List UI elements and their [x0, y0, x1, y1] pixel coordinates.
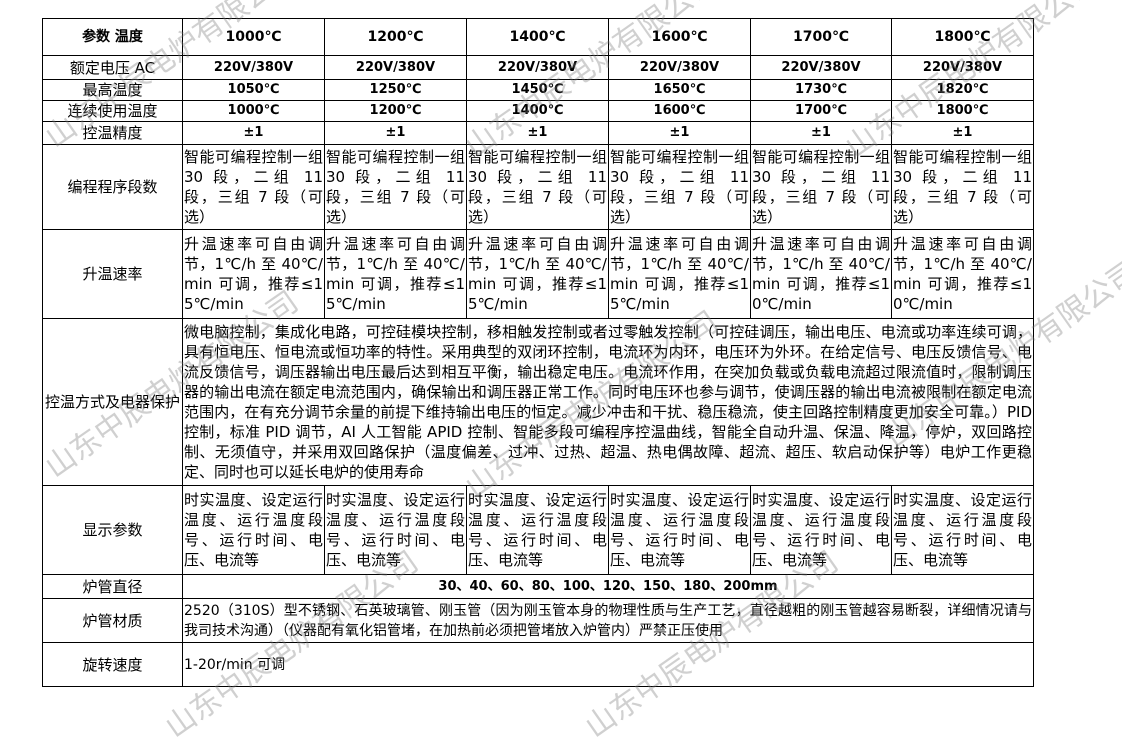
cell: 1650℃: [608, 79, 751, 101]
cell: 时实温度、设定运行温度、运行温度段号、运行时间、电压、电流等: [750, 485, 892, 575]
row-label: 控温精度: [42, 121, 183, 145]
max-temp-row: 最高温度 1050℃ 1250℃ 1450℃ 1650℃ 1730℃ 1820℃: [42, 79, 1034, 101]
cell: 220V/380V: [891, 55, 1034, 80]
cell: 1450℃: [466, 79, 609, 101]
cell: 220V/380V: [608, 55, 751, 80]
row-label: 升温速率: [42, 229, 183, 319]
cell: 智能可编程控制一组 30 段，二组 11 段，三组 7 段（可选）: [608, 144, 751, 230]
cell: 升温速率可自由调节，1℃/h 至 40℃/min 可调，推荐≤15℃/min: [608, 229, 751, 319]
row-label: 连续使用温度: [42, 100, 183, 122]
diameter-row: 炉管直径 30、40、60、80、100、120、150、180、200mm: [42, 574, 1034, 599]
cell: 时实温度、设定运行温度、运行温度段号、运行时间、电压、电流等: [182, 485, 325, 575]
cell: 时实温度、设定运行温度、运行温度段号、运行时间、电压、电流等: [608, 485, 751, 575]
cell: 微电脑控制，集成化电路，可控硅模块控制，移相触发控制或者过零触发控制（可控硅调压…: [182, 318, 1034, 486]
cell: 2520（310S）型不锈钢、石英玻璃管、刚玉管（因为刚玉管本身的物理性质与生产…: [182, 598, 1034, 643]
rotation-row: 旋转速度 1-20r/min 可调: [42, 642, 1034, 687]
temp-header: 1800℃: [891, 18, 1034, 56]
material-row: 炉管材质 2520（310S）型不锈钢、石英玻璃管、刚玉管（因为刚玉管本身的物理…: [42, 598, 1034, 643]
display-row: 显示参数 时实温度、设定运行温度、运行温度段号、运行时间、电压、电流等 时实温度…: [42, 485, 1034, 575]
cell: 升温速率可自由调节，1℃/h 至 40℃/min 可调，推荐≤15℃/min: [466, 229, 609, 319]
cell: 智能可编程控制一组 30 段，二组 11 段，三组 7 段（可选）: [750, 144, 892, 230]
temp-header: 1000℃: [182, 18, 325, 56]
cell: 1820℃: [891, 79, 1034, 101]
row-label: 控温方式及电器保护: [42, 318, 183, 486]
cell: 升温速率可自由调节，1℃/h 至 40℃/min 可调，推荐≤10℃/min: [891, 229, 1034, 319]
spec-table: 参数 温度 1000℃ 1200℃ 1400℃ 1600℃ 1700℃ 1800…: [42, 18, 1034, 687]
cell: 1400℃: [466, 100, 609, 122]
rate-row: 升温速率 升温速率可自由调节，1℃/h 至 40℃/min 可调，推荐≤15℃/…: [42, 229, 1034, 319]
cell: 升温速率可自由调节，1℃/h 至 40℃/min 可调，推荐≤10℃/min: [750, 229, 892, 319]
temp-header: 1700℃: [750, 18, 892, 56]
row-label: 显示参数: [42, 485, 183, 575]
cell: 1200℃: [324, 100, 467, 122]
cell: 时实温度、设定运行温度、运行温度段号、运行时间、电压、电流等: [891, 485, 1034, 575]
temp-header: 1400℃: [466, 18, 609, 56]
cell: 1050℃: [182, 79, 325, 101]
cell: ±1: [466, 121, 609, 145]
cell: 1000℃: [182, 100, 325, 122]
cell: 220V/380V: [466, 55, 609, 80]
cell: 220V/380V: [182, 55, 325, 80]
row-label: 编程程序段数: [42, 144, 183, 230]
row-label: 旋转速度: [42, 642, 183, 687]
row-label: 炉管直径: [42, 574, 183, 599]
temp-header: 1200℃: [324, 18, 467, 56]
cell: 智能可编程控制一组 30 段，二组 11 段，三组 7 段（可选）: [182, 144, 325, 230]
header-label: 参数 温度: [42, 18, 183, 56]
cont-temp-row: 连续使用温度 1000℃ 1200℃ 1400℃ 1600℃ 1700℃ 180…: [42, 100, 1034, 122]
temp-header: 1600℃: [608, 18, 751, 56]
cell: 1250℃: [324, 79, 467, 101]
cell: 1700℃: [750, 100, 892, 122]
cell: 升温速率可自由调节，1℃/h 至 40℃/min 可调，推荐≤15℃/min: [324, 229, 467, 319]
cell: 220V/380V: [324, 55, 467, 80]
header-row: 参数 温度 1000℃ 1200℃ 1400℃ 1600℃ 1700℃ 1800…: [42, 18, 1034, 56]
cell: 时实温度、设定运行温度、运行温度段号、运行时间、电压、电流等: [324, 485, 467, 575]
cell: 1730℃: [750, 79, 892, 101]
cell: 升温速率可自由调节，1℃/h 至 40℃/min 可调，推荐≤15℃/min: [182, 229, 325, 319]
cell: 智能可编程控制一组 30 段，二组 11 段，三组 7 段（可选）: [466, 144, 609, 230]
row-label: 最高温度: [42, 79, 183, 101]
voltage-row: 额定电压 AC 220V/380V 220V/380V 220V/380V 22…: [42, 55, 1034, 80]
row-label: 额定电压 AC: [42, 55, 183, 80]
cell: 时实温度、设定运行温度、运行温度段号、运行时间、电压、电流等: [466, 485, 609, 575]
accuracy-row: 控温精度 ±1 ±1 ±1 ±1 ±1 ±1: [42, 121, 1034, 145]
control-row: 控温方式及电器保护 微电脑控制，集成化电路，可控硅模块控制，移相触发控制或者过零…: [42, 318, 1034, 486]
cell: ±1: [608, 121, 751, 145]
program-row: 编程程序段数 智能可编程控制一组 30 段，二组 11 段，三组 7 段（可选）…: [42, 144, 1034, 230]
cell: 1-20r/min 可调: [182, 642, 1034, 687]
cell: ±1: [891, 121, 1034, 145]
cell: ±1: [182, 121, 325, 145]
cell: ±1: [324, 121, 467, 145]
cell: 智能可编程控制一组 30 段，二组 11 段，三组 7 段（可选）: [324, 144, 467, 230]
cell: 30、40、60、80、100、120、150、180、200mm: [182, 574, 1034, 599]
cell: ±1: [750, 121, 892, 145]
cell: 智能可编程控制一组 30 段，二组 11 段，三组 7 段（可选）: [891, 144, 1034, 230]
cell: 1600℃: [608, 100, 751, 122]
row-label: 炉管材质: [42, 598, 183, 643]
cell: 220V/380V: [750, 55, 892, 80]
cell: 1800℃: [891, 100, 1034, 122]
